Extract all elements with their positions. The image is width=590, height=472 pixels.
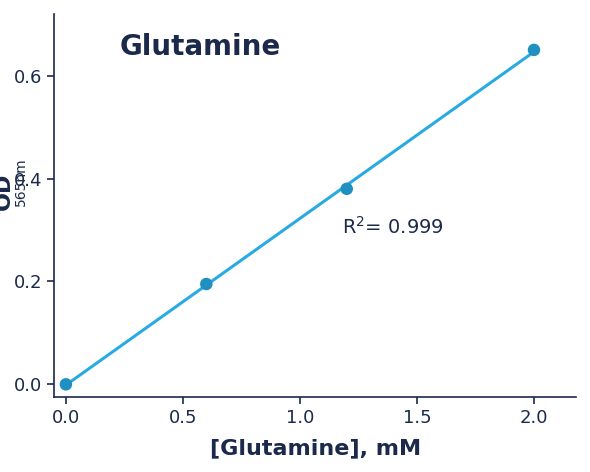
Point — [529, 46, 539, 54]
Point — [342, 185, 352, 193]
Text: OD: OD — [0, 173, 14, 210]
Point — [61, 380, 71, 388]
Text: R$^2$= 0.999: R$^2$= 0.999 — [342, 216, 444, 238]
X-axis label: [Glutamine], mM: [Glutamine], mM — [209, 438, 421, 458]
Text: 565nm: 565nm — [14, 158, 28, 206]
Text: Glutamine: Glutamine — [120, 33, 281, 61]
Point — [202, 280, 211, 288]
